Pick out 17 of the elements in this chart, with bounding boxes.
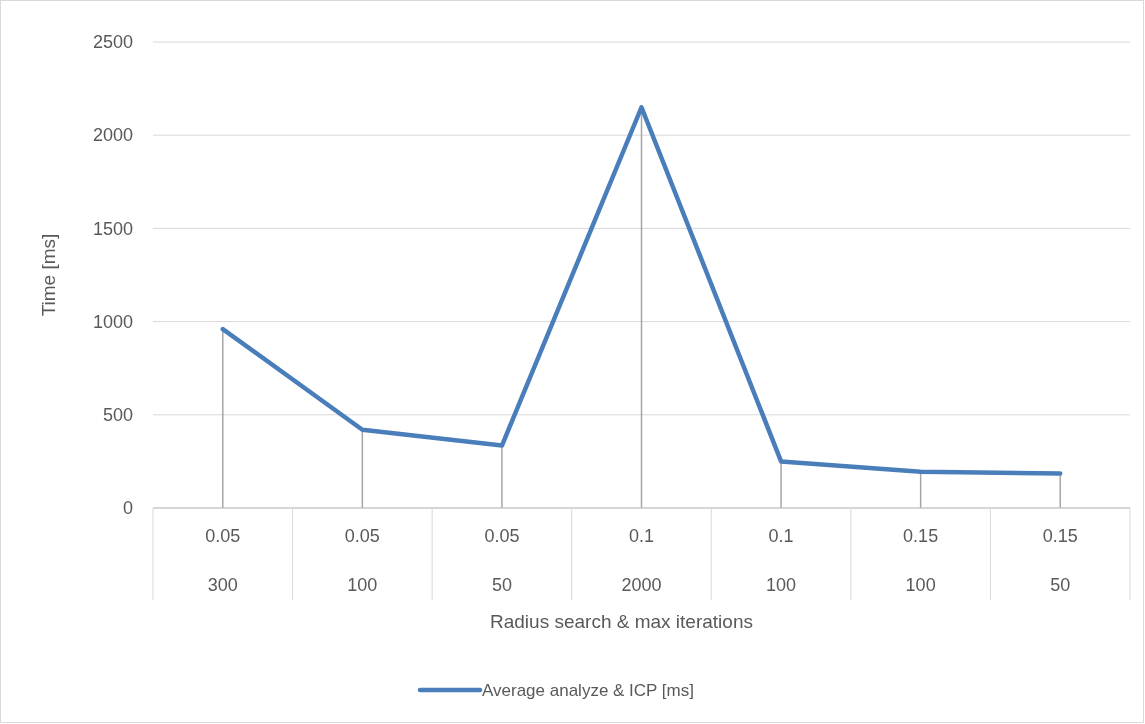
- y-tick-label: 2000: [92, 125, 133, 146]
- category-label: 0.15 50: [1042, 526, 1078, 595]
- y-tick-label: 500: [102, 405, 133, 426]
- category-label: 0.1 100: [766, 526, 797, 595]
- category-label: 0.05 300: [205, 526, 241, 595]
- line-series: [220, 104, 1063, 476]
- y-tick-label: 0: [122, 498, 133, 519]
- category-label: 0.1 2000: [621, 526, 662, 595]
- y-tick-label: 1500: [92, 218, 133, 239]
- category-label: 0.05 100: [344, 526, 380, 595]
- y-tick-label: 1000: [92, 311, 133, 332]
- legend-label: Average analyze & ICP [ms]: [482, 681, 694, 700]
- x-axis-title: Radius search & max iterations: [490, 611, 753, 632]
- category-label: 0.05 50: [484, 526, 520, 595]
- y-tick-label: 2500: [92, 32, 133, 53]
- y-axis-title: Time [ms]: [38, 233, 59, 317]
- category-label: 0.15 100: [903, 526, 939, 595]
